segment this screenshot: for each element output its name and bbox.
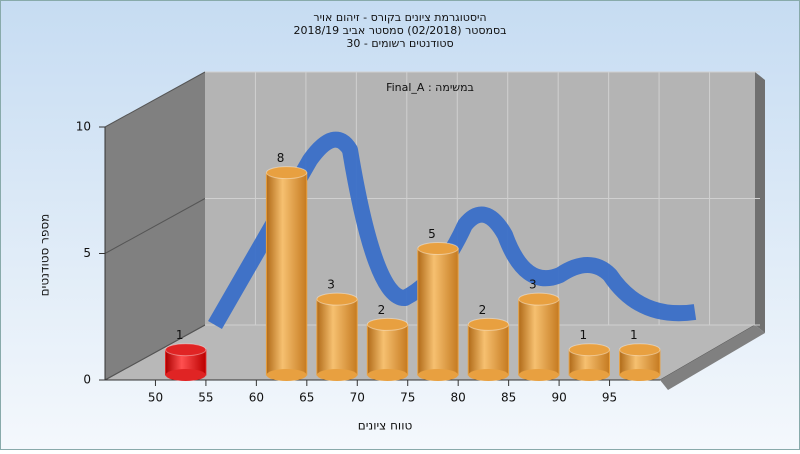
bar-base bbox=[367, 369, 408, 381]
value-label: 2 bbox=[479, 303, 487, 317]
subtitle: סטודנטים רשומים - 30 bbox=[346, 37, 453, 50]
bar-base bbox=[165, 369, 206, 381]
bar bbox=[467, 323, 510, 376]
bar bbox=[366, 323, 409, 376]
bar-top bbox=[417, 242, 459, 255]
value-label: 1 bbox=[579, 328, 587, 342]
subtitle: בסמסטר (02/2018) סמסטר אביב 2018/19 bbox=[293, 24, 506, 37]
value-label: 3 bbox=[327, 278, 335, 292]
bar bbox=[417, 248, 459, 376]
value-label: 2 bbox=[378, 303, 386, 317]
grid-line bbox=[104, 71, 206, 128]
grid-line bbox=[104, 198, 206, 254]
x-tick-label: 50 bbox=[148, 391, 163, 405]
x-tick-label: 70 bbox=[350, 391, 365, 405]
x-tick-label: 75 bbox=[400, 391, 415, 405]
x-tick-label: 85 bbox=[501, 391, 516, 405]
wall-edge bbox=[755, 72, 765, 333]
x-tick-label: 60 bbox=[249, 391, 264, 405]
y-tick-label: 0 bbox=[83, 373, 91, 387]
x-tick-label: 55 bbox=[198, 391, 213, 405]
bar-base bbox=[316, 369, 358, 381]
bar-top bbox=[568, 343, 610, 357]
bar-base bbox=[569, 369, 610, 381]
bar bbox=[265, 172, 308, 376]
bar-top bbox=[619, 343, 661, 357]
bar-base bbox=[266, 369, 307, 381]
bar-base bbox=[619, 369, 660, 381]
bar-top bbox=[366, 317, 409, 331]
bar bbox=[518, 298, 560, 376]
x-tick-label: 80 bbox=[451, 391, 466, 405]
y-axis-label: מספר סטודנטים bbox=[38, 214, 52, 297]
chart-title: היסטוגרמת ציונים בקורס - זיהום אויר bbox=[313, 11, 486, 24]
value-label: 8 bbox=[277, 151, 285, 165]
value-label: 5 bbox=[428, 227, 436, 241]
value-label: 1 bbox=[630, 328, 638, 342]
bar-top bbox=[467, 317, 510, 331]
bar-top bbox=[518, 292, 560, 306]
density-curve bbox=[208, 131, 697, 329]
bar-top bbox=[265, 166, 308, 180]
annotation: Final_A : במשימה bbox=[386, 81, 474, 94]
bar bbox=[316, 298, 358, 376]
value-label: 3 bbox=[529, 278, 537, 292]
value-label: 1 bbox=[176, 328, 184, 342]
floor-edge bbox=[660, 325, 765, 390]
bar-base bbox=[468, 369, 509, 381]
x-tick-label: 65 bbox=[299, 391, 314, 405]
bar-base bbox=[417, 369, 459, 381]
bar-top bbox=[165, 343, 207, 357]
x-axis-label: טווח ציונים bbox=[358, 419, 413, 433]
y-tick-label: 5 bbox=[83, 246, 91, 260]
y-tick-label: 10 bbox=[76, 120, 91, 134]
bar-top bbox=[316, 292, 358, 306]
x-tick-label: 90 bbox=[551, 391, 566, 405]
bar-base bbox=[518, 369, 560, 381]
grid-line bbox=[104, 324, 206, 381]
x-tick-label: 95 bbox=[602, 391, 617, 405]
